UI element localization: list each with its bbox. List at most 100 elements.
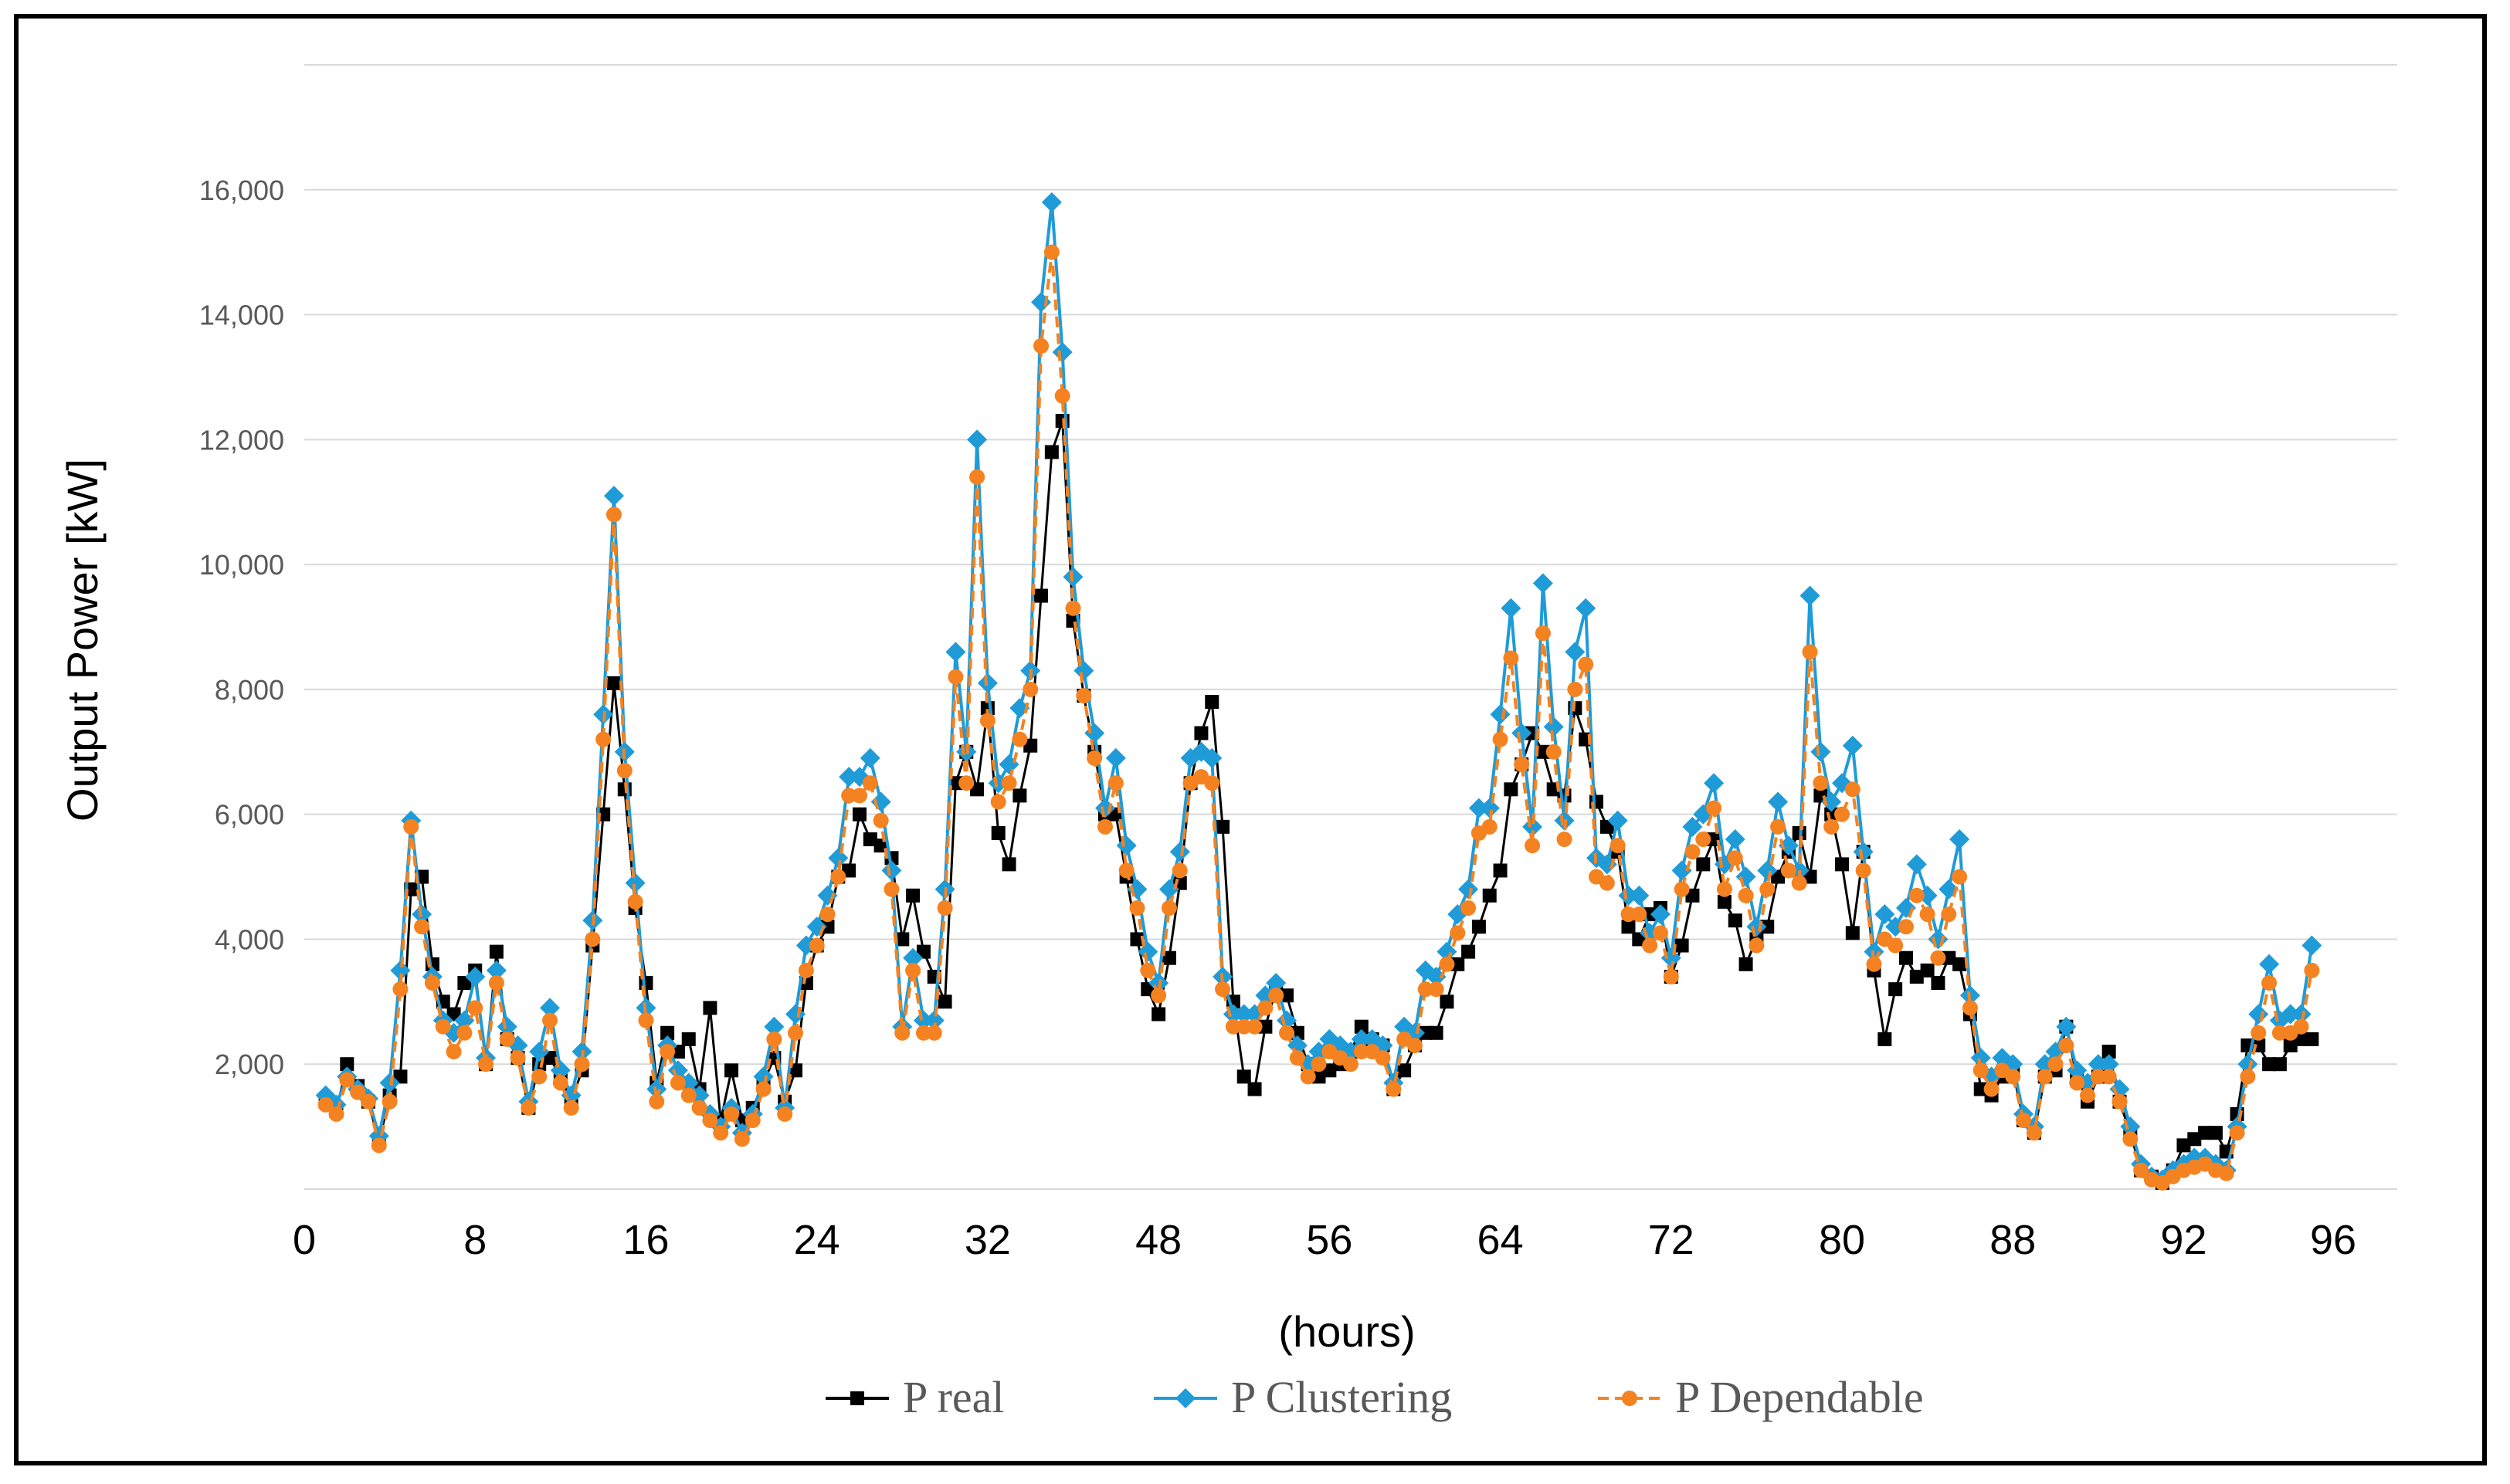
data-point [1493, 863, 1508, 878]
data-point [819, 906, 836, 923]
data-point [1599, 875, 1615, 891]
data-point [1233, 1004, 1254, 1025]
data-point [1906, 854, 1927, 875]
data-point [1001, 775, 1017, 791]
data-point [1962, 1000, 1978, 1016]
data-point [851, 788, 867, 804]
data-point [1671, 860, 1692, 881]
data-point [1033, 338, 1050, 354]
data-point [1663, 968, 1679, 984]
data-point [1429, 1025, 1443, 1040]
data-point [2280, 1004, 2301, 1025]
data-point [1034, 588, 1049, 603]
data-point [2037, 1069, 2053, 1085]
data-point [1970, 1048, 1991, 1069]
data-point [702, 1113, 718, 1129]
data-point [1258, 1019, 1273, 1034]
data-point [2208, 1126, 2223, 1140]
data-point [1621, 920, 1636, 934]
data-point [945, 642, 966, 662]
data-point [2088, 1054, 2108, 1075]
data-point [328, 1106, 344, 1122]
data-point [2259, 954, 2280, 974]
data-point [1043, 244, 1060, 260]
data-point [667, 1060, 688, 1081]
y-tick-label: 14,000 [199, 300, 284, 331]
data-point [1490, 704, 1511, 725]
data-point [531, 1069, 548, 1085]
data-point [1823, 818, 1840, 835]
data-point [1169, 842, 1190, 862]
data-point [884, 881, 900, 897]
data-point [753, 1066, 774, 1087]
data-point [1311, 1069, 1326, 1084]
data-point [1289, 1050, 1305, 1066]
data-point [1450, 957, 1465, 971]
data-point [627, 893, 643, 910]
data-point [1076, 687, 1092, 703]
data-point [542, 1012, 558, 1028]
data-point [486, 960, 507, 981]
data-point [1257, 1000, 1274, 1016]
data-point [830, 869, 846, 885]
data-point [1151, 988, 1167, 1004]
data-point [977, 673, 998, 693]
data-point [1397, 1063, 1412, 1078]
data-point [1351, 1028, 1372, 1049]
data-point [1514, 756, 1530, 772]
data-point [788, 1025, 804, 1041]
data-point [638, 1012, 654, 1028]
data-point [2240, 1069, 2256, 1085]
data-point [360, 1093, 376, 1110]
data-point [1535, 625, 1551, 642]
data-point [371, 1137, 387, 1154]
data-point [809, 937, 825, 954]
data-point [2080, 1087, 2096, 1103]
data-point [1461, 944, 1476, 959]
data-point [1205, 695, 1219, 710]
y-tick-label: 4,000 [215, 923, 284, 955]
x-tick-label: 96 [2310, 1217, 2356, 1263]
data-point [1749, 937, 1765, 954]
data-point [1511, 723, 1532, 744]
data-point [915, 1025, 931, 1041]
data-point [1194, 726, 1209, 740]
data-point [585, 931, 601, 947]
data-point [1682, 816, 1703, 837]
legend-item: P Dependable [1598, 1372, 1924, 1422]
data-point [1097, 818, 1113, 835]
data-point [446, 1044, 462, 1060]
data-point [2005, 1069, 2021, 1085]
data-point [1436, 941, 1457, 962]
data-point [2176, 1138, 2191, 1153]
data-point [2305, 1032, 2319, 1046]
y-tick-label: 2,000 [215, 1049, 284, 1080]
data-point [1835, 857, 1850, 872]
data-point [424, 975, 440, 991]
data-point [1941, 906, 1957, 923]
data-point [1236, 1069, 1251, 1084]
data-point [2271, 1025, 2288, 1041]
data-point [967, 429, 988, 450]
data-point [1760, 920, 1775, 934]
data-point [1501, 598, 1521, 618]
data-point [1738, 957, 1753, 971]
data-point [1717, 894, 1732, 909]
data-point [1898, 950, 1913, 965]
data-point [1428, 981, 1444, 998]
data-point [1426, 966, 1447, 987]
data-point [1172, 862, 1188, 879]
data-point [1354, 1019, 1369, 1034]
data-point [870, 791, 891, 812]
data-point [510, 1050, 526, 1066]
data-point [2058, 1037, 2074, 1053]
data-point [1695, 832, 1711, 848]
data-point [895, 932, 910, 947]
data-point [1609, 838, 1626, 854]
data-point [1620, 906, 1637, 923]
data-point [873, 812, 889, 828]
data-point [703, 1001, 717, 1015]
data-point [969, 469, 985, 485]
data-point [948, 669, 964, 685]
data-point [2261, 975, 2278, 991]
